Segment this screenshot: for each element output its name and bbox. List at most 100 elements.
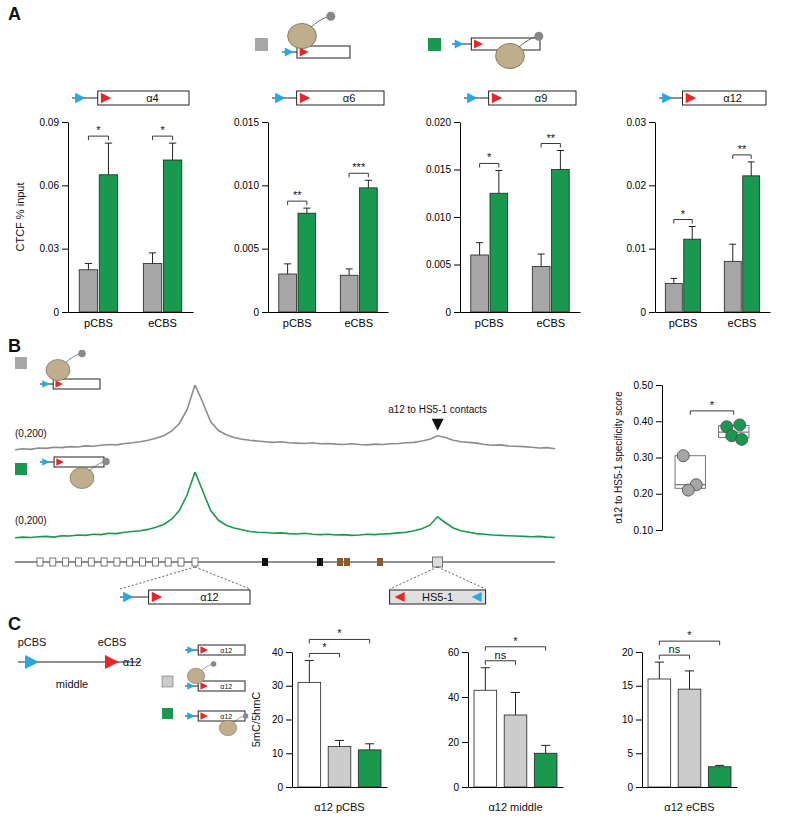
bar: [340, 275, 358, 312]
panel-label: C: [8, 614, 21, 634]
axis-line: [68, 123, 69, 313]
tick-label: 0.50: [634, 380, 654, 391]
error-bar: [670, 278, 677, 283]
y-tick: 0.50: [634, 380, 662, 391]
bar: [279, 274, 297, 312]
construct: α4: [72, 91, 189, 105]
y-tick: 0.005: [234, 243, 268, 254]
legend-swatch: [15, 357, 27, 369]
significance-bracket: [288, 201, 307, 205]
element-box: [344, 558, 350, 566]
tick-label: 20: [448, 737, 460, 748]
significance-bracket: [349, 173, 368, 177]
cartoon: [187, 661, 216, 684]
tick-label: 0.010: [234, 180, 259, 191]
tick-label: 20: [622, 647, 634, 658]
ctcf-site: [686, 93, 697, 104]
tick-label: 0: [445, 307, 451, 318]
tick-label: pCBS: [84, 317, 113, 329]
zoom-line: [438, 567, 486, 589]
tick-label: 20: [272, 714, 284, 725]
x-axis: pCBSeCBS: [269, 313, 389, 329]
significance-label: **: [738, 143, 747, 155]
bar: [648, 679, 671, 787]
y-tick: 20: [448, 737, 468, 748]
gene-box: [50, 558, 56, 566]
tick-label: 0.03: [40, 243, 60, 254]
point: [682, 484, 694, 496]
gene-label: α4: [146, 92, 158, 104]
tick-label: 40: [272, 647, 284, 658]
error-bar: [541, 745, 550, 753]
effector: [78, 350, 86, 358]
tick-mark: [649, 122, 655, 123]
tick-label: 0.005: [426, 259, 451, 270]
tick-label: 0.01: [627, 243, 647, 254]
tick-mark: [262, 185, 268, 186]
error-bar: [476, 243, 483, 255]
gene-box: [114, 558, 120, 566]
plot-area: [675, 419, 749, 496]
bar: [298, 682, 321, 787]
y-tick: 0: [253, 307, 268, 318]
tick-mark: [649, 185, 655, 186]
bar-chart: 00.0050.0100.0150.020pCBSeCBS***: [426, 117, 581, 329]
axis-line: [269, 312, 389, 313]
tick-label: eCBS: [148, 317, 177, 329]
tick-label: 0.02: [627, 180, 647, 191]
y-tick: 0.010: [426, 212, 460, 223]
tick-mark: [454, 170, 460, 171]
figure: ABC00.030.060.09pCBSeCBS**CTCF % inputα4…: [0, 0, 800, 830]
protein: [70, 468, 94, 489]
y-tick: 60: [448, 647, 468, 658]
gene-box: [192, 558, 198, 566]
significance-bracket: [690, 411, 733, 415]
gene-box: [140, 558, 146, 566]
bar-chart: 0204060ns*α12 middle: [448, 635, 564, 813]
significance-label: ns: [669, 643, 681, 655]
tick-label: pCBS: [669, 317, 698, 329]
significance-label: *: [96, 124, 101, 136]
tick-label: eCBS: [536, 317, 565, 329]
error-bar: [335, 740, 344, 746]
axis-title: α12 to HS5-1 specificity score: [613, 391, 624, 524]
element-box: [317, 558, 323, 566]
protein: [496, 43, 525, 68]
effector: [211, 661, 217, 667]
x-tick: pCBS: [84, 317, 113, 329]
significance-bracket: [309, 639, 369, 643]
x-axis: [293, 787, 388, 788]
locus-line: [15, 562, 555, 563]
axis-line: [656, 312, 771, 313]
axis-line: [293, 787, 388, 788]
linker: [519, 36, 537, 47]
ctcf-site: [474, 40, 483, 49]
gene-box: [98, 91, 189, 105]
track: (0,200): [15, 472, 555, 538]
legend-swatch: [428, 38, 441, 51]
construct: [452, 38, 540, 50]
gene-box: [75, 558, 81, 566]
gene-box: [198, 681, 245, 691]
x-axis: pCBS eCBS: [69, 313, 194, 329]
ctcf-site: [187, 646, 195, 654]
error-bar: [748, 162, 755, 176]
gene-box: [127, 558, 133, 566]
y-axis: 0204060: [448, 647, 469, 793]
bar: [743, 176, 760, 312]
ctcf-site: [200, 682, 208, 690]
gene-label: α12: [220, 713, 232, 720]
point: [734, 419, 746, 431]
ctcf-site: [101, 93, 112, 104]
error-bar: [481, 668, 490, 691]
bar: [678, 689, 701, 787]
tick-label: 0.40: [634, 416, 654, 427]
tick-label: 0: [453, 782, 459, 793]
tick-mark: [62, 249, 68, 250]
x-axis: [469, 787, 564, 788]
tick-mark: [262, 249, 268, 250]
tick-mark: [636, 686, 642, 687]
effector: [534, 32, 543, 41]
ctcf-site: [25, 655, 39, 669]
tick-label: 0.10: [634, 525, 654, 536]
